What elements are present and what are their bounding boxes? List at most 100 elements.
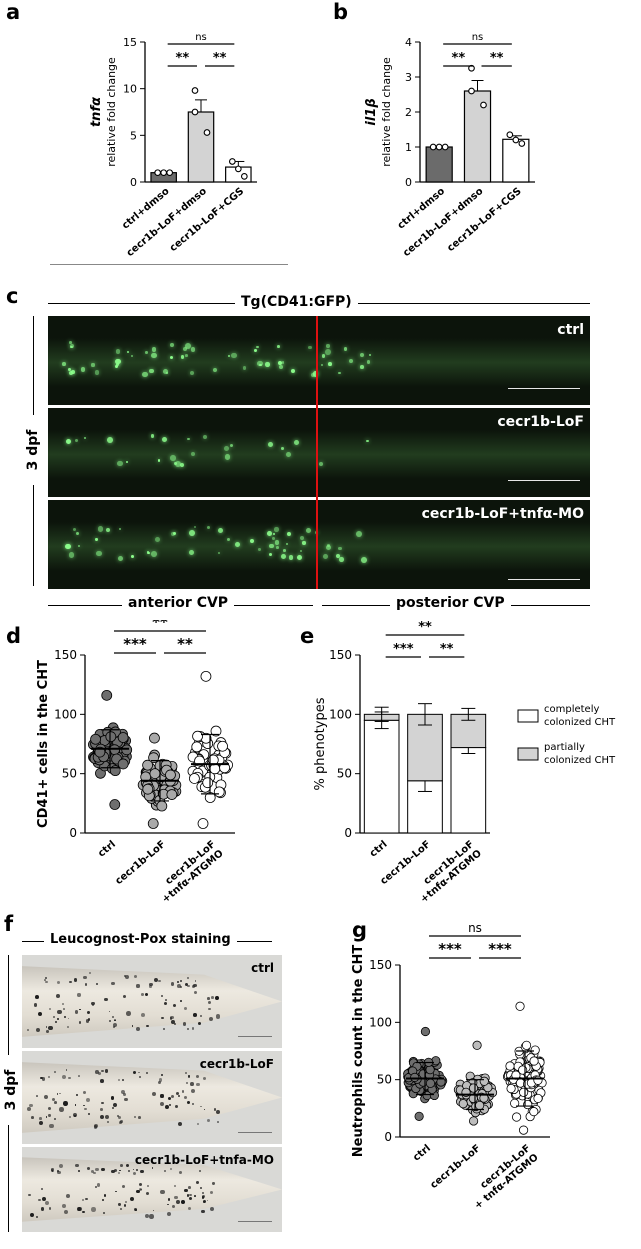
gfp-cell: [302, 541, 306, 545]
gfp-cell: [95, 538, 98, 541]
data-point: [518, 1125, 529, 1135]
row-label-cecr1b-lof: cecr1b-LoF: [497, 414, 584, 430]
stained-neutrophil: [45, 1026, 48, 1028]
stained-neutrophil: [112, 1015, 115, 1018]
gfp-cell: [116, 460, 123, 467]
stained-neutrophil: [91, 1207, 96, 1212]
y-tick-label: 150: [369, 958, 392, 972]
gfp-cell: [105, 528, 110, 533]
stained-neutrophil: [28, 1193, 31, 1197]
data-point: [191, 87, 199, 94]
stained-neutrophil: [207, 1000, 212, 1005]
stained-neutrophil: [112, 1102, 117, 1107]
stained-neutrophil: [158, 979, 162, 983]
stained-neutrophil: [207, 997, 210, 1000]
stained-neutrophil: [82, 1199, 85, 1201]
stained-neutrophil: [199, 1186, 202, 1189]
stained-neutrophil: [121, 1089, 126, 1095]
stained-neutrophil: [214, 995, 219, 1000]
gfp-cell: [72, 527, 76, 531]
stained-neutrophil: [210, 1207, 215, 1212]
stained-neutrophil: [135, 1169, 139, 1172]
gfp-cell: [212, 368, 217, 373]
stained-neutrophil: [169, 1103, 172, 1106]
stained-neutrophil: [136, 1027, 141, 1031]
tissue-glow: [48, 338, 590, 388]
stained-neutrophil: [95, 1070, 99, 1074]
bar: [502, 138, 530, 183]
stained-neutrophil: [87, 1018, 91, 1021]
data-point: [189, 773, 200, 784]
data-point: [149, 732, 160, 744]
stained-neutrophil: [132, 1171, 136, 1175]
gfp-cell: [229, 444, 233, 448]
stained-neutrophil: [146, 1025, 149, 1028]
stained-neutrophil: [78, 1170, 80, 1172]
gfp-cell: [255, 345, 259, 349]
data-point: [142, 759, 154, 771]
stained-neutrophil: [74, 1114, 77, 1117]
stained-neutrophil: [79, 1008, 82, 1011]
y-tick-label: 0: [344, 826, 352, 840]
data-point: [165, 769, 176, 781]
row-label-ctrl: ctrl: [251, 961, 274, 975]
data-point: [197, 818, 209, 829]
data-point: [441, 143, 449, 151]
gfp-cell: [276, 546, 280, 549]
y-tick-label: 150: [54, 648, 77, 662]
y-tick-label: 0: [384, 1130, 392, 1144]
stained-neutrophil: [190, 1082, 195, 1086]
data-point: [160, 169, 168, 177]
gfp-cell: [286, 542, 289, 545]
stained-neutrophil: [85, 1197, 88, 1200]
stained-neutrophil: [48, 1206, 52, 1210]
x-tick-label: ctrl: [96, 839, 118, 860]
stained-neutrophil: [132, 1168, 135, 1171]
stained-neutrophil: [208, 1017, 214, 1022]
gfp-cell: [202, 434, 207, 439]
significance-label: **: [490, 51, 504, 66]
stained-neutrophil: [159, 1102, 164, 1107]
stained-neutrophil: [202, 1194, 206, 1198]
stained-neutrophil: [49, 1007, 52, 1010]
gfp-cell: [115, 359, 121, 365]
gfp-cell: [173, 531, 177, 536]
data-point: [515, 1001, 525, 1011]
stained-neutrophil: [140, 1013, 145, 1018]
significance-label: ***: [123, 635, 147, 653]
gfp-cell: [91, 363, 95, 367]
stained-neutrophil: [82, 1104, 85, 1107]
gfp-cell: [116, 362, 120, 366]
stained-neutrophil: [167, 1211, 172, 1216]
gfp-cell: [163, 369, 169, 375]
y-tick-label: 10: [123, 83, 137, 96]
data-point: [228, 158, 236, 165]
stained-neutrophil: [151, 1167, 154, 1169]
stained-neutrophil: [48, 1026, 53, 1031]
anterior-cvp-label: anterior CVP: [122, 595, 235, 611]
stained-neutrophil: [56, 994, 61, 999]
x-tick-label: ctrl: [411, 1143, 433, 1164]
data-point: [121, 744, 133, 756]
stained-neutrophil: [188, 1206, 192, 1210]
stained-neutrophil: [123, 1093, 126, 1097]
stained-neutrophil: [178, 1170, 183, 1175]
stained-neutrophil: [99, 1115, 104, 1120]
gfp-cell: [318, 461, 324, 466]
stained-neutrophil: [45, 1116, 48, 1118]
panel-f-header: Leucognost-Pox staining: [44, 932, 237, 947]
stained-neutrophil: [179, 986, 182, 989]
stained-neutrophil: [203, 1108, 206, 1111]
gfp-cell: [231, 352, 237, 358]
gfp-cell: [299, 550, 302, 553]
larva-image-cecr1b-lof: cecr1b-LoF: [22, 1051, 282, 1144]
data-point: [523, 1099, 533, 1110]
data-point: [203, 129, 211, 136]
stained-neutrophil: [120, 1164, 124, 1168]
scale-bar: [238, 1132, 272, 1133]
stained-neutrophil: [27, 1029, 30, 1032]
y-axis-label: CD41+ cells in the CHT: [36, 660, 51, 828]
stained-neutrophil: [176, 1199, 181, 1204]
